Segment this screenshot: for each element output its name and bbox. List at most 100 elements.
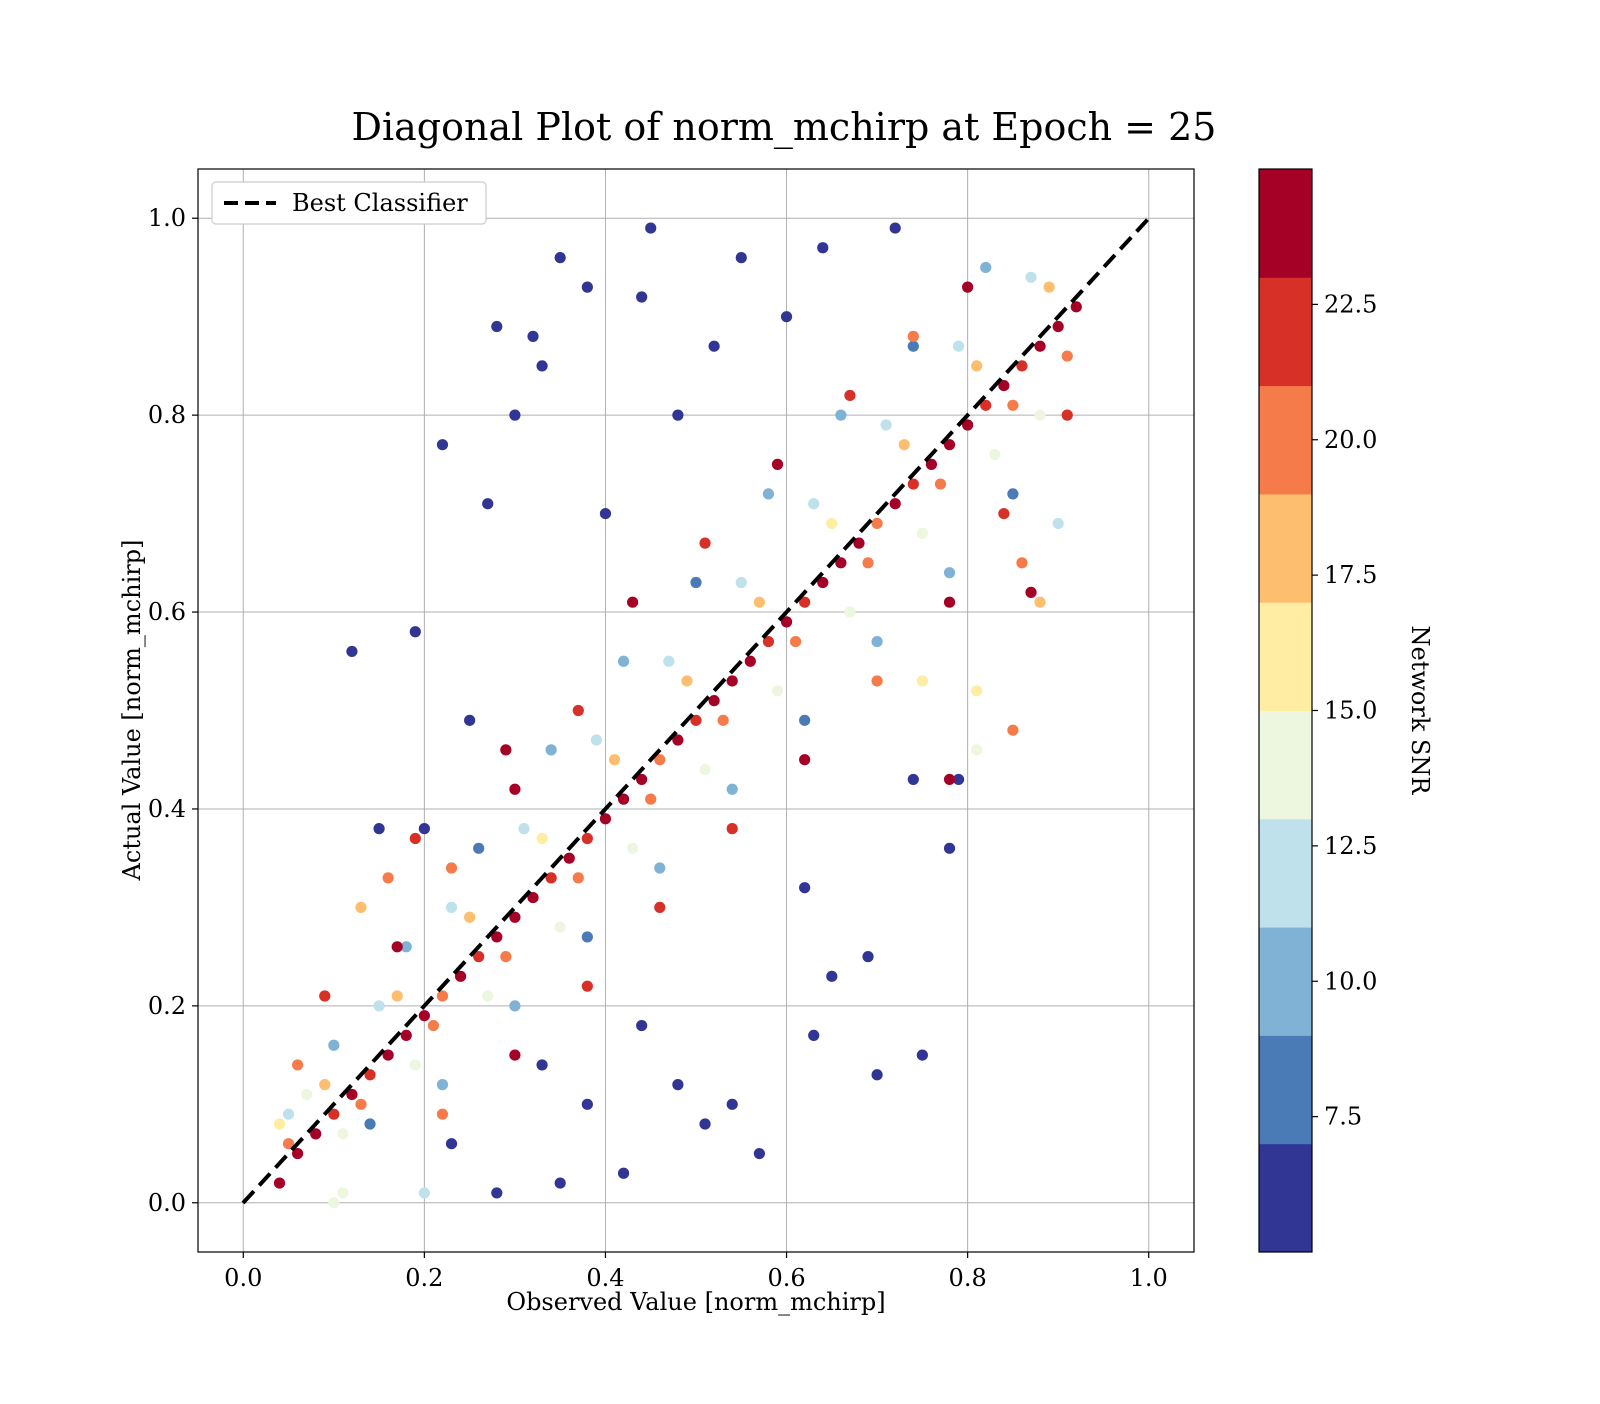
scatter-point-143 xyxy=(907,478,919,490)
colorbar-tick-label-2: 12.5 xyxy=(1324,832,1377,860)
scatter-point-80 xyxy=(1034,409,1046,421)
scatter-point-83 xyxy=(301,1088,313,1101)
scatter-point-37 xyxy=(862,951,874,963)
scatter-point-100 xyxy=(464,911,476,923)
scatter-point-119 xyxy=(790,635,802,648)
colorbar-band-1 xyxy=(1259,1035,1312,1145)
scatter-point-40 xyxy=(672,1079,684,1091)
scatter-point-2 xyxy=(491,320,503,333)
scatter-point-174 xyxy=(1070,301,1082,313)
x-tick-label-5: 1.0 xyxy=(1130,1264,1168,1292)
scatter-point-88 xyxy=(989,448,1001,461)
scatter-point-11 xyxy=(491,1187,503,1199)
scatter-point-28 xyxy=(889,222,901,234)
scatter-point-54 xyxy=(871,635,883,648)
scatter-point-94 xyxy=(273,1118,286,1130)
scatter-point-189 xyxy=(889,498,901,510)
colorbar-band-0 xyxy=(1259,1143,1312,1253)
colorbar-band-6 xyxy=(1259,493,1312,603)
scatter-point-158 xyxy=(1025,586,1037,598)
scatter-point-17 xyxy=(943,842,956,854)
scatter-point-93 xyxy=(916,675,928,687)
scatter-point-73 xyxy=(282,1108,295,1120)
scatter-point-178 xyxy=(962,281,974,293)
scatter-point-55 xyxy=(980,261,992,274)
scatter-point-90 xyxy=(971,685,983,697)
scatter-point-75 xyxy=(337,1128,349,1140)
scatter-point-161 xyxy=(799,754,811,766)
colorbar-tick-label-5: 20.0 xyxy=(1324,426,1377,454)
scatter-point-177 xyxy=(771,458,784,470)
scatter-point-149 xyxy=(998,507,1010,520)
colorbar-band-7 xyxy=(1259,385,1312,495)
scatter-point-15 xyxy=(916,1049,928,1061)
scatter-point-89 xyxy=(328,1197,340,1209)
colorbar-band-5 xyxy=(1259,602,1312,711)
scatter-point-141 xyxy=(690,714,702,726)
scatter-point-69 xyxy=(518,823,530,835)
scatter-point-42 xyxy=(364,1118,376,1130)
scatter-point-10 xyxy=(780,311,793,323)
scatter-point-130 xyxy=(545,872,557,884)
colorbar-band-2 xyxy=(1259,927,1312,1036)
colorbar-tick-label-0: 7.5 xyxy=(1324,1103,1362,1131)
scatter-point-26 xyxy=(645,222,657,234)
scatter-point-110 xyxy=(862,557,874,569)
scatter-point-59 xyxy=(726,783,738,795)
scatter-point-82 xyxy=(337,1187,349,1199)
scatter-point-137 xyxy=(1061,409,1073,421)
scatter-point-30 xyxy=(599,507,612,520)
scatter-point-32 xyxy=(445,1138,458,1150)
scatter-point-50 xyxy=(436,1079,449,1091)
scatter-point-151 xyxy=(400,1029,412,1041)
scatter-point-171 xyxy=(853,537,865,549)
x-axis-ticks: 0.0 0.2 0.4 0.6 0.8 1.0 xyxy=(224,1252,1168,1292)
y-tick-label-0: 0.0 xyxy=(148,1189,186,1217)
colorbar-tick-label-1: 10.0 xyxy=(1324,967,1377,995)
colorbar-band-4 xyxy=(1259,710,1312,820)
scatter-point-105 xyxy=(1034,596,1046,608)
scatter-point-20 xyxy=(536,1059,548,1071)
scatter-point-166 xyxy=(491,931,503,943)
scatter-point-157 xyxy=(1052,320,1064,333)
scatter-point-23 xyxy=(482,498,494,510)
x-tick-label-3: 0.6 xyxy=(767,1264,805,1292)
scatter-point-91 xyxy=(536,832,548,845)
scatter-point-144 xyxy=(1016,360,1028,372)
scatter-point-74 xyxy=(418,1187,430,1199)
scatter-point-58 xyxy=(617,655,630,667)
scatter-point-125 xyxy=(907,330,919,342)
scatter-point-162 xyxy=(509,1049,521,1061)
scatter-point-111 xyxy=(1007,399,1019,411)
scatter-point-77 xyxy=(627,842,639,854)
scatter-point-117 xyxy=(500,951,512,963)
scatter-point-7 xyxy=(509,409,521,421)
legend-label: Best Classifier xyxy=(292,189,468,217)
scatter-point-45 xyxy=(690,576,702,589)
scatter-point-107 xyxy=(427,1019,440,1032)
scatter-point-62 xyxy=(445,901,458,914)
scatter-point-16 xyxy=(826,970,838,982)
scatter-point-152 xyxy=(509,911,521,923)
x-tick-label-4: 0.8 xyxy=(949,1264,987,1292)
x-tick-label-1: 0.2 xyxy=(405,1264,443,1292)
colorbar-band-9 xyxy=(1259,169,1312,278)
scatter-point-190 xyxy=(962,419,974,431)
scatter-point-51 xyxy=(545,744,557,756)
scatter-point-180 xyxy=(943,596,956,608)
scatter-point-98 xyxy=(355,901,367,914)
scatter-point-131 xyxy=(762,635,775,648)
scatter-point-8 xyxy=(418,823,430,835)
scatter-point-186 xyxy=(672,734,684,746)
plot-frame xyxy=(197,168,1195,1253)
scatter-point-175 xyxy=(943,773,956,786)
scatter-point-134 xyxy=(572,704,584,717)
scatter-point-12 xyxy=(617,1167,630,1179)
scatter-point-121 xyxy=(1061,350,1073,362)
legend: Best Classifier xyxy=(211,181,487,225)
scatter-point-31 xyxy=(708,340,720,352)
scatter-point-140 xyxy=(581,832,593,845)
y-tick-label-5: 1.0 xyxy=(148,204,186,232)
scatter-point-24 xyxy=(527,330,539,342)
